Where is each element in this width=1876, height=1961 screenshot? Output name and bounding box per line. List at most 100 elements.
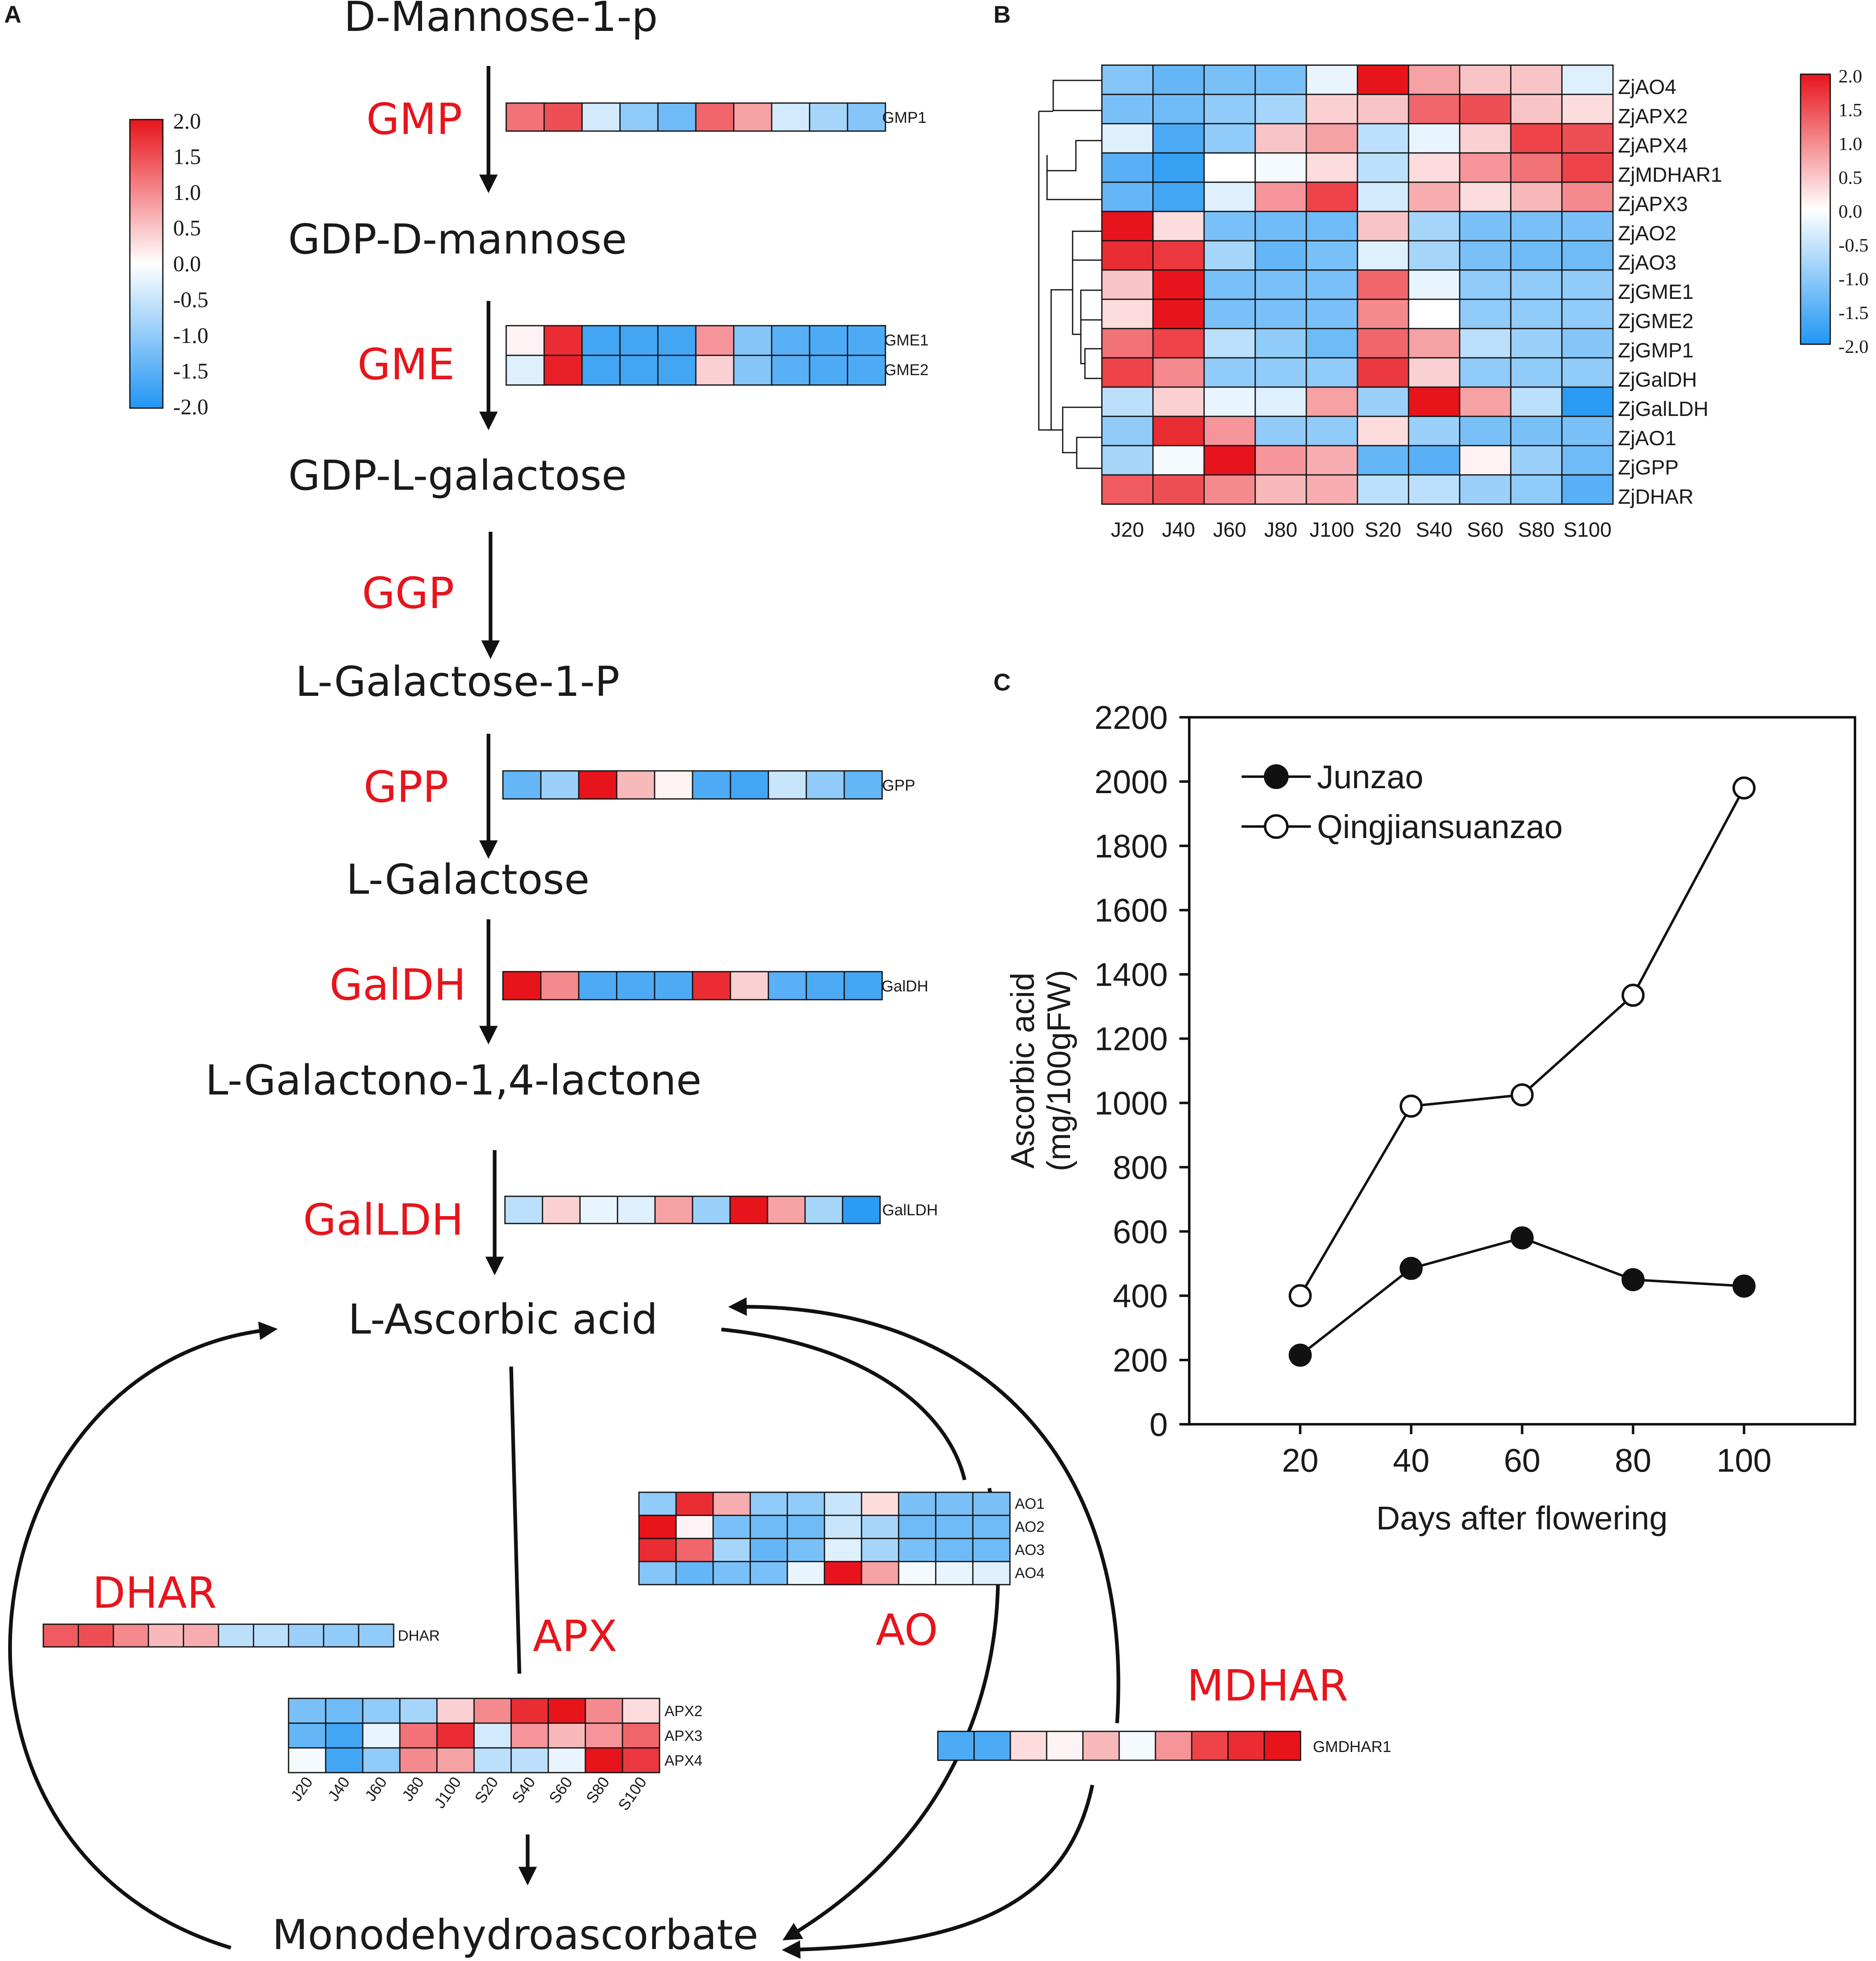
strip-cell (847, 102, 886, 132)
strip-cell (809, 102, 848, 132)
legend: Junzao Qingjiansuanzao (1242, 759, 1563, 845)
strip-cell (692, 971, 731, 1000)
colorbar-a-gradient (129, 119, 164, 409)
heatmap-b-cell (1459, 64, 1512, 95)
heatmap-b-cell (1408, 269, 1460, 300)
heatmap-b-cell (1152, 416, 1205, 446)
strip-gmp1 (505, 102, 886, 132)
apx-sample-label: S20 (472, 1774, 502, 1806)
strip-cell (638, 1538, 677, 1562)
heatmap-b-cell (1152, 94, 1205, 124)
strip-cell (675, 1515, 714, 1539)
heatmap-b-col-label: J60 (1213, 518, 1247, 541)
enzyme-apx: APX (533, 1611, 617, 1661)
strip-cell (1191, 1731, 1229, 1761)
enzyme-galldh: GalLDH (303, 1195, 463, 1245)
colorbar-b-tick: -1.0 (1838, 268, 1869, 289)
heatmap-b-col-label: J100 (1310, 518, 1354, 541)
data-point-junzao (1399, 1256, 1423, 1280)
heatmap-b-cell (1203, 416, 1256, 446)
heatmap-b-cell (1510, 416, 1563, 446)
heatmap-b-cell (1357, 416, 1409, 446)
strip-cell (804, 1195, 843, 1224)
strip-cell (581, 325, 621, 356)
y-tick-label: 1800 (1094, 828, 1168, 864)
heatmap-b-cell (1357, 123, 1409, 154)
panel-c: C 0 200 400 600 800 1000 1200 1400 1600 1800 2000 2… (993, 669, 1856, 1536)
strip-cell (730, 971, 769, 1000)
panel-letter-b: B (993, 1, 1011, 28)
strip-cell (619, 355, 659, 386)
strip-cell (898, 1491, 937, 1516)
strip-cell (42, 1623, 79, 1648)
heatmap-b-cell (1254, 152, 1307, 183)
apx-sample-label: J40 (325, 1774, 354, 1804)
strip-label: GMDHAR1 (1313, 1738, 1391, 1756)
heatmap-b-cell (1254, 240, 1307, 271)
strip-cell (972, 1515, 1011, 1539)
heatmap-b-cell (1152, 357, 1205, 388)
strip-cell (898, 1515, 937, 1539)
strip-label: GalLDH (882, 1202, 938, 1219)
strip-cell (935, 1491, 974, 1516)
heatmap-b-cell (1305, 298, 1358, 329)
strip-cell (505, 355, 545, 386)
heatmap-b-cell (1203, 240, 1256, 271)
apx-sample-label: S100 (615, 1774, 650, 1814)
heatmap-b-cell (1152, 269, 1205, 300)
colorbar-a-tick: 0.5 (173, 216, 201, 240)
strip-cell (692, 770, 731, 800)
heatmap-b-row-label: ZjGME1 (1618, 280, 1693, 303)
strip-cell (253, 1623, 289, 1648)
strip-label: APX3 (664, 1727, 702, 1744)
strip-cell (809, 325, 848, 356)
heatmap-b-cell (1408, 474, 1460, 505)
x-axis-ticks: 20 40 60 80 100 (1282, 1424, 1772, 1479)
panel-letter-a: A (4, 1, 21, 28)
strip-cell (502, 770, 542, 800)
heatmap-b-row-label: ZjGalLDH (1618, 397, 1708, 420)
strip-cell (937, 1731, 975, 1761)
x-tick-label: 20 (1282, 1442, 1319, 1479)
heatmap-b-cell (1510, 328, 1563, 359)
strip-cell (358, 1623, 394, 1648)
strip-cell (861, 1515, 899, 1539)
y-tick-label: 1600 (1094, 892, 1168, 929)
strip-cell (771, 325, 810, 356)
heatmap-b-cell (1305, 416, 1358, 446)
heatmap-b-cell (1357, 445, 1409, 476)
strip-cell (657, 355, 697, 386)
heatmap-b-cell (1408, 181, 1460, 212)
strip-cell (1118, 1731, 1156, 1761)
strip-cell (325, 1698, 364, 1724)
colorbar-a-tick: -0.5 (173, 287, 208, 312)
heatmap-b-cell (1357, 240, 1409, 271)
heatmap-b-cell (1510, 123, 1563, 154)
heatmap-b-cell (1152, 152, 1205, 183)
strip-cell (805, 971, 845, 1000)
strip-cell (622, 1698, 660, 1724)
data-point-qingjiansuanzao (1510, 1083, 1534, 1106)
heatmap-b-cell (1203, 152, 1256, 183)
heatmap-b-cell (1101, 328, 1154, 359)
heatmap-b-row-label: ZjGalDH (1618, 368, 1697, 391)
heatmap-b-cell (1459, 123, 1512, 154)
strip-cell (542, 1195, 581, 1224)
colorbar-a-tick: 0.0 (173, 251, 201, 276)
strip-cell (692, 1195, 731, 1224)
enzyme-ggp: GGP (362, 568, 454, 618)
heatmap-b-cell (1408, 445, 1460, 476)
strip-cell (579, 1195, 618, 1224)
heatmap-b-cell (1203, 181, 1256, 212)
strip-galldh (504, 1195, 881, 1224)
heatmap-b-row-label: ZjGPP (1618, 456, 1679, 479)
heatmap-b-cell (1101, 94, 1154, 124)
strip-ao3 (638, 1538, 1011, 1562)
heatmap-b-cell (1203, 328, 1256, 359)
strip-cell (695, 355, 735, 386)
legend-label: Junzao (1317, 759, 1423, 795)
apx-sample-label: S60 (546, 1774, 576, 1806)
x-axis-label: Days after flowering (1376, 1500, 1668, 1536)
enzyme-galdh: GalDH (329, 960, 466, 1010)
